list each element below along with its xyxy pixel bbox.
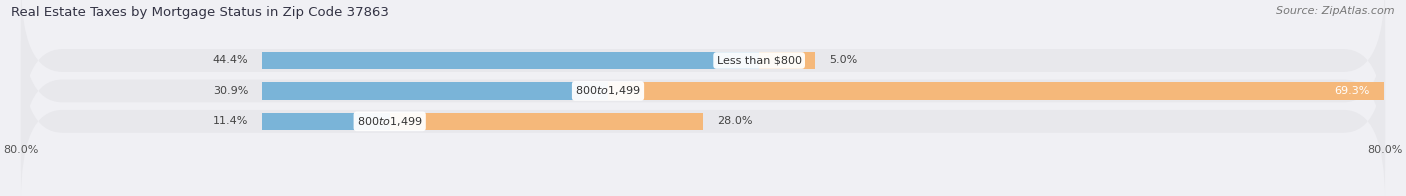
Text: Less than $800: Less than $800 [717,55,801,65]
Text: Source: ZipAtlas.com: Source: ZipAtlas.com [1277,6,1395,16]
Bar [262,82,607,100]
Text: 5.0%: 5.0% [830,55,858,65]
Bar [607,82,1384,100]
Text: 44.4%: 44.4% [212,55,249,65]
FancyBboxPatch shape [21,11,1385,171]
Bar [262,113,389,130]
Text: 28.0%: 28.0% [717,116,752,126]
FancyBboxPatch shape [21,42,1385,196]
Bar [389,113,703,130]
Legend: Without Mortgage, With Mortgage: Without Mortgage, With Mortgage [588,193,818,196]
Bar [759,52,815,69]
Text: 30.9%: 30.9% [212,86,249,96]
Text: $800 to $1,499: $800 to $1,499 [357,115,422,128]
Text: Real Estate Taxes by Mortgage Status in Zip Code 37863: Real Estate Taxes by Mortgage Status in … [11,6,389,19]
Text: 69.3%: 69.3% [1334,86,1369,96]
Text: 11.4%: 11.4% [212,116,249,126]
Bar [262,52,759,69]
Text: $800 to $1,499: $800 to $1,499 [575,84,641,97]
FancyBboxPatch shape [21,0,1385,140]
